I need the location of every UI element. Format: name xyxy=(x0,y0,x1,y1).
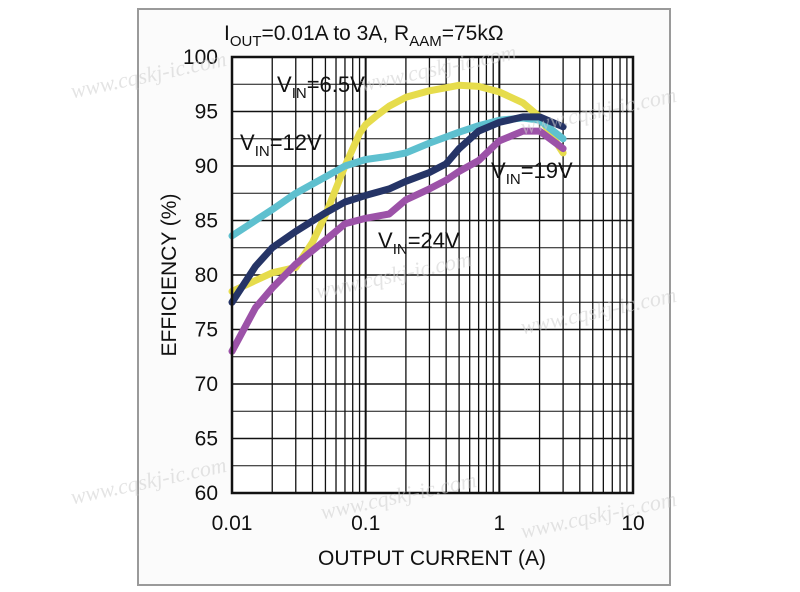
series-label-vin-24v: VIN=24V xyxy=(378,228,460,258)
label-part: =12V xyxy=(270,130,322,155)
title-part: =0.01A to 3A, R xyxy=(262,22,410,45)
y-tick-label: 70 xyxy=(195,373,218,396)
y-tick-label: 60 xyxy=(195,482,218,505)
x-axis-label: OUTPUT CURRENT (A) xyxy=(318,547,546,570)
series-line-vin-24v xyxy=(228,127,567,355)
y-tick-label: 80 xyxy=(195,264,218,287)
y-tick-label: 65 xyxy=(195,428,218,451)
y-axis-label: EFFICIENCY (%) xyxy=(158,194,181,357)
label-part: V xyxy=(277,72,292,97)
watermark-text: www.cqskj-ic.com xyxy=(518,486,678,543)
series-label-vin-12v: VIN=12V xyxy=(240,130,322,160)
label-sub: IN xyxy=(506,171,521,188)
label-part: V xyxy=(240,130,255,155)
label-sub: IN xyxy=(255,143,270,160)
y-tick-label: 100 xyxy=(183,46,218,69)
x-tick-label: 10 xyxy=(621,512,644,535)
grid xyxy=(231,56,633,494)
y-tick-label: 90 xyxy=(195,155,218,178)
label-part: V xyxy=(491,158,506,183)
title-part: I xyxy=(224,22,230,45)
label-sub: IN xyxy=(393,241,408,258)
title-part: =75kΩ xyxy=(442,22,504,45)
label-part: =19V xyxy=(521,158,573,183)
series-line-vin-19v xyxy=(228,113,567,306)
y-tick-label: 85 xyxy=(195,210,218,233)
series-label-vin-6-5v: VIN=6.5V xyxy=(277,72,365,102)
title-sub: AAM xyxy=(409,33,442,50)
label-part: V xyxy=(378,228,393,253)
y-tick-label: 95 xyxy=(195,101,218,124)
plot-border xyxy=(230,55,635,495)
x-tick-label: 0.01 xyxy=(212,512,253,535)
x-tick-label: 0.1 xyxy=(351,512,380,535)
x-tick-label: 1 xyxy=(493,512,505,535)
label-part: =24V xyxy=(408,228,460,253)
tick-labels: 0.01 0.1 1 10 60 65 70 75 80 85 90 95 100 xyxy=(183,46,645,535)
chart-title: IOUT=0.01A to 3A, RAAM=75kΩ xyxy=(224,22,504,50)
title-sub: OUT xyxy=(230,33,262,50)
watermark-text: www.cqskj-ic.com xyxy=(68,46,228,103)
label-part: =6.5V xyxy=(307,72,365,97)
y-tick-label: 75 xyxy=(195,319,218,342)
label-sub: IN xyxy=(292,85,307,102)
series-lines xyxy=(228,81,567,355)
series-label-vin-19v: VIN=19V xyxy=(491,158,573,188)
